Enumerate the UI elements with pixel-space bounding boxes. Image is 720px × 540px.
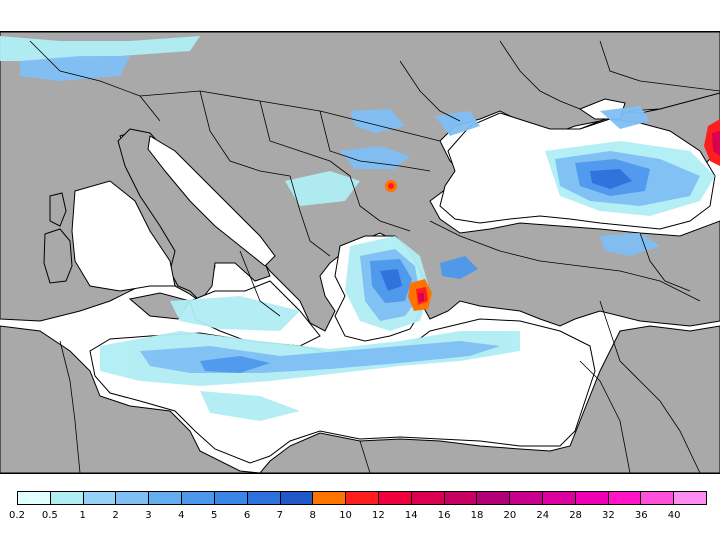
- legend-tick-label: 3: [145, 510, 152, 521]
- legend-tick-label: 12: [372, 510, 385, 521]
- island-sardinia: [43, 228, 73, 284]
- legend-swatch: [116, 492, 150, 504]
- legend-tick-label: 24: [536, 510, 550, 521]
- legend-tick-label: 2: [112, 510, 119, 521]
- tyrrhenian-sea: [71, 180, 176, 292]
- legend-swatch: [378, 492, 412, 504]
- precipitation-legend-labels: 0.2 0.5 1 2 3 4 5 6 7 8 10 12 14 16 18 20 24 28 32 36 40: [0, 510, 720, 524]
- legend-swatch: [477, 492, 511, 504]
- legend-swatch: [674, 492, 707, 504]
- legend-tick-label: 4: [178, 510, 185, 521]
- precipitation-legend-bar: [17, 491, 707, 505]
- legend-tick-label: 14: [404, 510, 418, 521]
- border-lines: [29, 40, 720, 473]
- legend-tick-label: 7: [276, 510, 284, 521]
- legend-swatch: [83, 492, 117, 504]
- legend-swatch: [510, 492, 543, 504]
- legend-tick-label: 8: [309, 510, 316, 521]
- legend-swatch: [50, 492, 84, 504]
- legend-tick-label: 5: [210, 510, 218, 521]
- legend-swatch: [182, 492, 215, 504]
- legend-swatch: [444, 492, 478, 504]
- legend-tick-label: 20: [503, 510, 517, 521]
- legend-swatch: [280, 492, 314, 504]
- island-corsica: [49, 192, 67, 227]
- legend-tick-label: 6: [243, 510, 251, 521]
- legend-swatch: [575, 492, 609, 504]
- legend-tick-label: 18: [470, 510, 484, 521]
- legend-tick-label: 36: [634, 510, 648, 521]
- adriatic-sea: [147, 135, 276, 267]
- legend-swatch: [641, 492, 675, 504]
- legend-tick-label: 10: [339, 510, 352, 521]
- legend-tick-label: 32: [602, 510, 615, 521]
- legend-tick-label: 28: [569, 510, 582, 521]
- precipitation-map: [0, 31, 720, 474]
- precip-layer: [0, 36, 720, 421]
- legend-swatch: [346, 492, 379, 504]
- legend-swatch: [149, 492, 183, 504]
- legend-swatch: [247, 492, 281, 504]
- legend-tick-label: 0.2: [9, 510, 25, 521]
- legend-swatch: [313, 492, 347, 504]
- landmass-africa: [0, 325, 720, 473]
- legend-tick-label: 1: [79, 510, 86, 521]
- legend-tick-label: 40: [667, 510, 681, 521]
- legend-swatch: [18, 492, 51, 504]
- legend-swatch: [214, 492, 248, 504]
- legend-swatch: [411, 492, 445, 504]
- legend-tick-label: 16: [437, 510, 451, 521]
- legend-swatch: [608, 492, 642, 504]
- legend-swatch: [543, 492, 576, 504]
- legend-tick-label: 0.5: [41, 510, 58, 521]
